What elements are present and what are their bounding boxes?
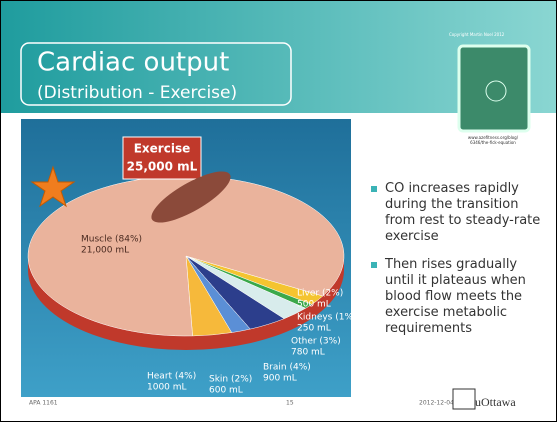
chalkboard-image — [457, 44, 531, 133]
exercise-badge — [122, 136, 202, 180]
slice-label: Liver (2%) — [297, 289, 343, 299]
footer-course: APA 1161 — [29, 400, 58, 407]
slice-label: Skin (2%) — [209, 375, 252, 385]
logo: uOttawa — [475, 395, 516, 409]
slice-amount: 900 mL — [263, 374, 297, 384]
title: Cardiac output — [37, 48, 229, 78]
slice-amount: 600 mL — [209, 386, 243, 396]
chalk-drawing — [485, 80, 507, 102]
pie-slice — [27, 175, 345, 337]
image-caption: 6346/the-fick-equation — [470, 140, 516, 145]
footer-date: 2012-12-04 — [419, 400, 454, 407]
bullet: CO increases rapidly during the transiti… — [371, 181, 541, 245]
slice-label: Kidneys (1%) — [297, 313, 357, 323]
slice-label: Brain (4%) — [263, 363, 311, 373]
slice-label: Heart (4%) — [147, 372, 196, 382]
bullets: CO increases rapidly during the transiti… — [371, 181, 541, 349]
badge-label: Exercise — [134, 142, 191, 156]
slice-label: Muscle (84%) — [81, 235, 142, 245]
slice-amount: 1000 mL — [147, 383, 187, 393]
muscle-illustration — [151, 171, 231, 223]
slice-amount: 21,000 mL — [81, 246, 129, 256]
copyright: Copyright Martin Noel 2012 — [449, 32, 505, 37]
badge-value: 25,000 mL — [127, 160, 198, 174]
slice-amount: 250 mL — [297, 324, 331, 334]
slice-amount: 780 mL — [291, 348, 325, 358]
subtitle: (Distribution - Exercise) — [37, 83, 237, 103]
pie: Liver (2%)500 mL Kidneys (1%)250 mL Other … — [27, 175, 357, 396]
logo-icon — [452, 388, 476, 410]
footer-page: 15 — [286, 400, 294, 407]
slice-label: Other (3%) — [291, 337, 341, 347]
title-frame — [20, 42, 292, 106]
star — [30, 165, 76, 208]
slice-amount: 500 mL — [297, 300, 331, 310]
image-caption: www.azefitness.org/blog/ — [468, 135, 519, 140]
bullet: Then rises gradually until it plateaus w… — [371, 257, 541, 337]
